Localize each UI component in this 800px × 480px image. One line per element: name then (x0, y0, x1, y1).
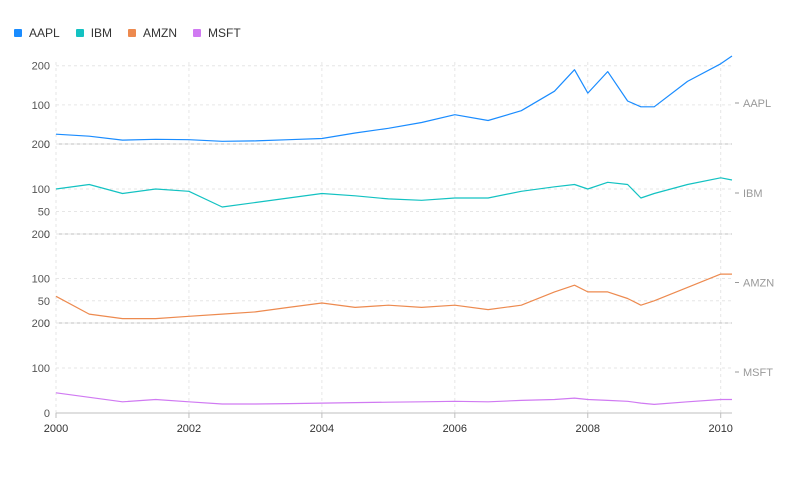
y-tick-label-aapl-0: 0 (44, 139, 50, 151)
series-line-msft (55, 392, 732, 405)
legend-item-amzn[interactable]: AMZN (128, 26, 177, 40)
x-tick-label-2006: 2006 (443, 423, 467, 435)
legend-item-msft[interactable]: MSFT (193, 26, 241, 40)
legend-label-msft: MSFT (208, 26, 241, 40)
legend-swatch-amzn (128, 29, 137, 37)
y-tick-label-amzn-0: 0 (44, 318, 50, 330)
y-tick-label-amzn-50: 50 (38, 296, 50, 308)
x-tick-label-2010: 2010 (708, 423, 732, 435)
y-tick-label-amzn-100: 100 (32, 274, 50, 286)
y-tick-label-aapl-100: 100 (32, 100, 50, 112)
x-tick-label-2004: 2004 (310, 423, 334, 435)
legend-label-amzn: AMZN (143, 26, 178, 40)
y-tick-label-ibm-0: 0 (44, 229, 50, 241)
legend-label-ibm: IBM (90, 26, 113, 40)
x-tick-label-2008: 2008 (576, 423, 600, 435)
series-label-msft: MSFT (743, 367, 773, 379)
series-line-ibm (55, 177, 733, 208)
series-label-ibm: IBM (743, 188, 763, 200)
y-tick-label-msft-0: 0 (44, 408, 50, 420)
series-label-amzn: AMZN (743, 278, 774, 290)
legend: AAPL IBM AMZN MSFT (14, 26, 241, 40)
y-tick-label-aapl-200: 200 (32, 61, 50, 73)
series-line-amzn (55, 273, 732, 320)
x-tick-label-2000: 2000 (44, 423, 68, 435)
legend-swatch-aapl (14, 29, 22, 37)
y-tick-label-msft-100: 100 (32, 363, 50, 375)
legend-swatch-msft (193, 29, 202, 37)
series-line-aapl (55, 55, 733, 142)
y-tick-label-ibm-200: 200 (32, 139, 50, 151)
y-tick-label-msft-200: 200 (32, 318, 50, 330)
y-tick-label-amzn-200: 200 (32, 229, 50, 241)
legend-item-aapl[interactable]: AAPL (14, 26, 60, 40)
legend-item-ibm[interactable]: IBM (75, 26, 113, 40)
y-tick-label-ibm-100: 100 (32, 184, 50, 196)
y-tick-label-ibm-50: 50 (38, 207, 50, 219)
legend-swatch-ibm (75, 29, 84, 37)
legend-label-aapl: AAPL (29, 26, 60, 40)
x-tick-label-2002: 2002 (177, 423, 201, 435)
series-label-aapl: AAPL (743, 98, 771, 110)
